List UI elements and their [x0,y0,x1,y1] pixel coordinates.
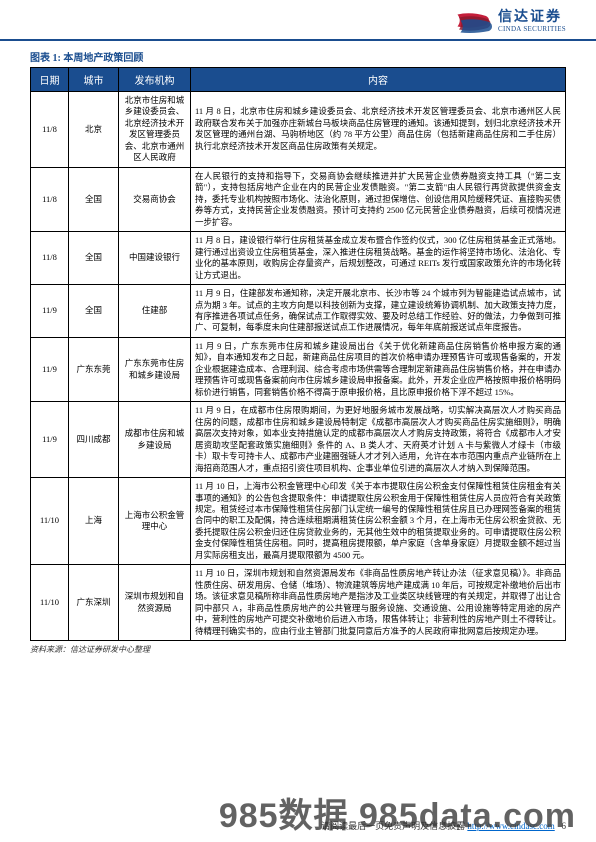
table-row: 11/9广东东莞广东东莞市住房和城乡建设局11 月 9 日，广东东莞市住房和城乡… [31,337,566,401]
col-header-agency: 发布机构 [119,68,191,92]
cell-city: 四川成都 [69,402,119,478]
table-row: 11/8全国中国建设银行11 月 8 日，建设银行举行住房租赁基金成立发布暨合作… [31,232,566,285]
table-row: 11/9全国住建部11 月 9 日，住建部发布通知称，决定开展北京市、长沙市等 … [31,285,566,338]
cell-agency: 广东东莞市住房和城乡建设局 [119,337,191,401]
cell-date: 11/8 [31,232,69,285]
logo-text: 信达证券 CINDA SECURITIES [498,10,566,33]
cell-agency: 住建部 [119,285,191,338]
cell-date: 11/8 [31,167,69,231]
cell-agency: 交易商协会 [119,167,191,231]
table-row: 11/9四川成都成都市住房和城乡建设局11 月 9 日，在成都市住房限购期间，为… [31,402,566,478]
table-header-row: 日期 城市 发布机构 内容 [31,68,566,92]
table-row: 11/8北京北京市住房和城乡建设委员会、北京经济技术开发区管理委员会、北京市通州… [31,92,566,168]
logo-en: CINDA SECURITIES [498,26,566,34]
cell-content: 11 月 9 日，住建部发布通知称，决定开展北京市、长沙市等 24 个城市列为智… [191,285,566,338]
cell-city: 北京 [69,92,119,168]
cell-content: 11 月 9 日，在成都市住房限购期间，为更好地服务城市发展战略，切实解决高层次… [191,402,566,478]
cell-date: 11/8 [31,92,69,168]
cell-city: 广东深圳 [69,565,119,641]
col-header-content: 内容 [191,68,566,92]
cell-agency: 中国建设银行 [119,232,191,285]
col-header-city: 城市 [69,68,119,92]
logo-cn: 信达证券 [498,10,566,25]
chart-title: 图表 1: 本周地产政策回顾 [30,49,566,64]
cell-agency: 上海市公积金管理中心 [119,478,191,565]
cell-content: 在人民银行的支持和指导下，交易商协会继续推进并扩大民营企业债券融资支持工具（"第… [191,167,566,231]
cinda-logo-icon [456,10,492,34]
cell-date: 11/10 [31,565,69,641]
cell-date: 11/9 [31,337,69,401]
source-text: 资料来源：信达证券研发中心整理 [30,644,566,655]
cell-date: 11/10 [31,478,69,565]
cell-date: 11/9 [31,285,69,338]
cell-agency: 成都市住房和城乡建设局 [119,402,191,478]
cell-city: 上海 [69,478,119,565]
table-row: 11/10广东深圳深圳市规划和自然资源局11 月 10 日，深圳市规划和自然资源… [31,565,566,641]
col-header-date: 日期 [31,68,69,92]
cell-city: 全国 [69,232,119,285]
cell-date: 11/9 [31,402,69,478]
page-header: 信达证券 CINDA SECURITIES [0,0,596,41]
watermark: 985数据 985data.com [219,788,576,837]
content-area: 图表 1: 本周地产政策回顾 日期 城市 发布机构 内容 11/8北京北京市住房… [0,41,596,655]
cell-content: 11 月 8 日，北京市住房和城乡建设委员会、北京经济技术开发区管理委员会、北京… [191,92,566,168]
table-row: 11/10上海上海市公积金管理中心11 月 10 日，上海市公积金管理中心印发《… [31,478,566,565]
cell-city: 广东东莞 [69,337,119,401]
table-row: 11/8全国交易商协会在人民银行的支持和指导下，交易商协会继续推进并扩大民营企业… [31,167,566,231]
cell-content: 11 月 9 日，广东东莞市住房和城乡建设局出台《关于优化新建商品住房销售价格申… [191,337,566,401]
logo: 信达证券 CINDA SECURITIES [456,10,566,34]
policy-table: 日期 城市 发布机构 内容 11/8北京北京市住房和城乡建设委员会、北京经济技术… [30,67,566,641]
cell-city: 全国 [69,167,119,231]
cell-content: 11 月 10 日，深圳市规划和自然资源局发布《非商品性质房地产转让办法（征求意… [191,565,566,641]
cell-content: 11 月 10 日，上海市公积金管理中心印发《关于本市提取住房公积金支付保障性租… [191,478,566,565]
cell-agency: 深圳市规划和自然资源局 [119,565,191,641]
cell-content: 11 月 8 日，建设银行举行住房租赁基金成立发布暨合作签约仪式，300 亿住房… [191,232,566,285]
cell-city: 全国 [69,285,119,338]
cell-agency: 北京市住房和城乡建设委员会、北京经济技术开发区管理委员会、北京市通州区人民政府 [119,92,191,168]
